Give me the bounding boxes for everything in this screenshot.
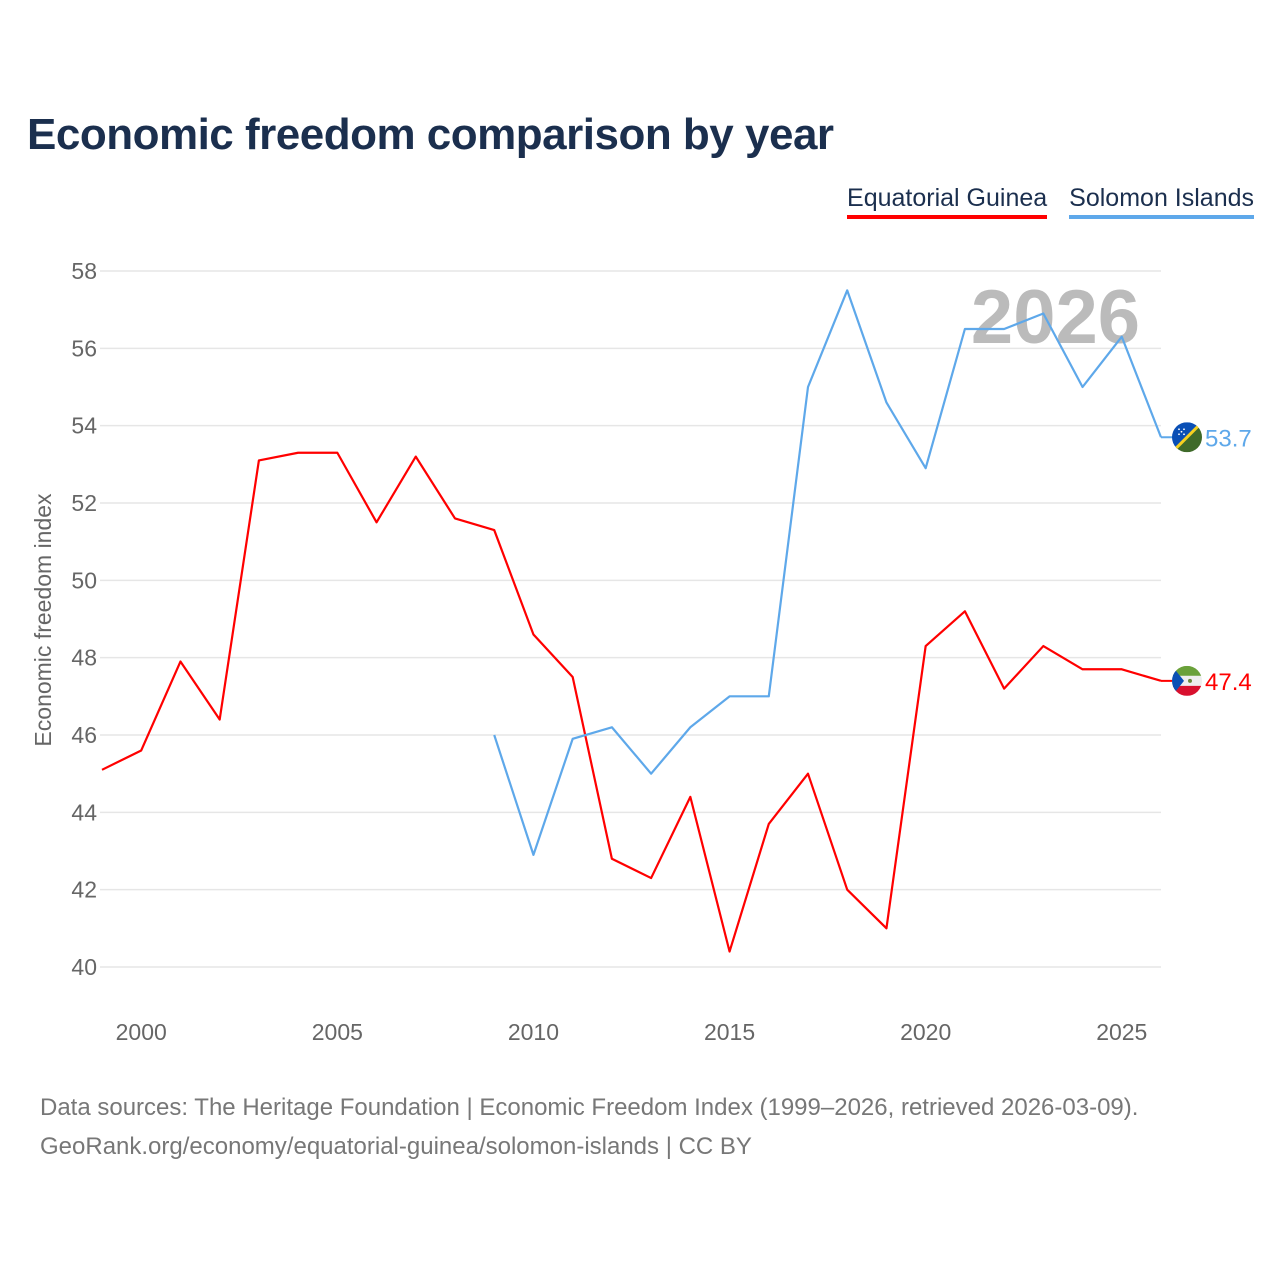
y-tick-label: 46 <box>71 722 97 748</box>
series-line-equatorial-guinea[interactable] <box>101 451 1162 953</box>
y-tick-label: 48 <box>71 645 97 671</box>
y-tick-label: 56 <box>71 335 97 361</box>
end-value-label: 47.4 <box>1205 669 1252 696</box>
y-tick-label: 42 <box>71 877 97 903</box>
x-tick-label: 2025 <box>1096 1019 1147 1045</box>
source-line-2[interactable]: GeoRank.org/economy/equatorial-guinea/so… <box>40 1133 752 1160</box>
x-tick-label: 2015 <box>704 1019 755 1045</box>
y-tick-label: 52 <box>71 490 97 516</box>
x-tick-label: 2010 <box>508 1019 559 1045</box>
x-tick-label: 2000 <box>116 1019 167 1045</box>
legend-equatorial-guinea[interactable]: Equatorial Guinea <box>847 184 1048 219</box>
source-line-1: Data sources: The Heritage Foundation | … <box>40 1094 1139 1121</box>
y-tick-label: 58 <box>71 258 97 284</box>
y-tick-label: 44 <box>71 799 97 825</box>
y-tick-label: 50 <box>71 567 97 593</box>
source-note: Data sources: The Heritage Foundation | … <box>40 1088 1138 1166</box>
x-tick-label: 2020 <box>900 1019 951 1045</box>
chart-title: Economic freedom comparison by year <box>27 110 834 159</box>
legend-solomon-islands[interactable]: Solomon Islands <box>1069 184 1254 219</box>
series-line-solomon-islands[interactable] <box>493 289 1163 856</box>
end-value-label: 53.7 <box>1205 425 1252 452</box>
y-axis-label: Economic freedom index <box>30 493 56 747</box>
y-tick-label: 54 <box>71 413 97 439</box>
x-tick-label: 2005 <box>312 1019 363 1045</box>
solomon-islands-flag-icon <box>1172 422 1202 453</box>
watermark-year: 2026 <box>971 275 1140 360</box>
legend: Equatorial Guinea Solomon Islands <box>847 184 1254 219</box>
equatorial-guinea-flag-icon <box>1172 665 1202 696</box>
y-tick-label: 40 <box>71 954 97 980</box>
